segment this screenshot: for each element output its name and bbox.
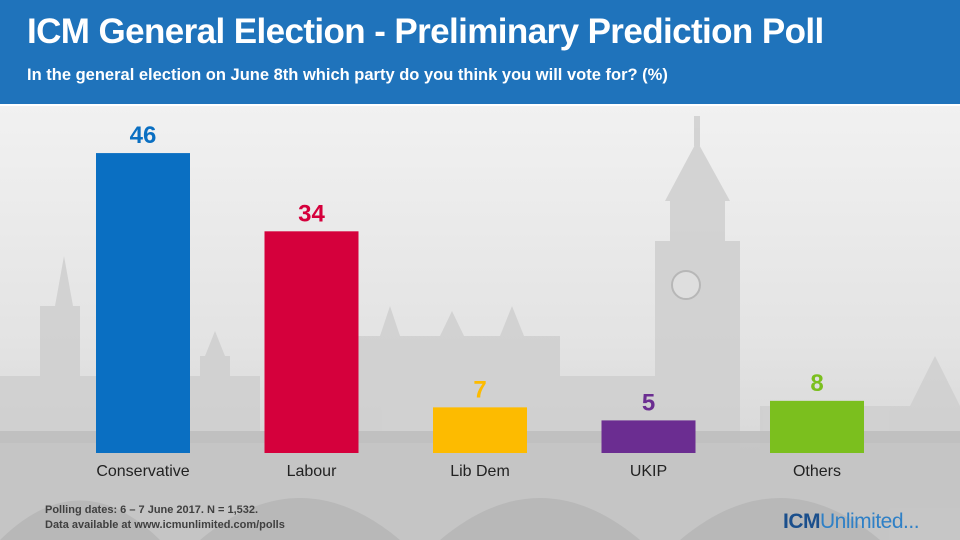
data-source-text: Data available at www.icmunlimited.com/p… (45, 519, 285, 531)
category-label-conservative: Conservative (96, 463, 189, 480)
footer-note: Polling dates: 6 – 7 June 2017. N = 1,53… (45, 503, 285, 533)
data-label-lib-dem: 7 (473, 376, 486, 403)
bar-lib-dem (433, 407, 527, 453)
bar-labour (264, 231, 359, 453)
page-title: ICM General Election - Preliminary Predi… (27, 12, 824, 51)
category-label-others: Others (793, 463, 841, 480)
data-label-conservative: 46 (130, 122, 157, 149)
bar-others (770, 400, 864, 453)
category-label-lib-dem: Lib Dem (450, 463, 510, 480)
category-label-ukip: UKIP (630, 463, 667, 480)
polling-dates-text: Polling dates: 6 – 7 June 2017. N = 1,53… (45, 504, 259, 516)
data-label-labour: 34 (298, 200, 325, 227)
header: ICM General Election - Preliminary Predi… (0, 0, 960, 106)
logo-part-unlimited: Unlimited... (820, 510, 920, 533)
bar-conservative (96, 153, 190, 453)
bar-ukip (601, 420, 696, 453)
data-label-ukip: 5 (642, 389, 655, 416)
icm-unlimited-logo: ICMUnlimited... (783, 510, 920, 534)
category-label-labour: Labour (287, 463, 337, 480)
logo-part-icm: ICM (783, 510, 821, 533)
data-label-others: 8 (810, 370, 823, 397)
page-subtitle: In the general election on June 8th whic… (27, 66, 668, 84)
